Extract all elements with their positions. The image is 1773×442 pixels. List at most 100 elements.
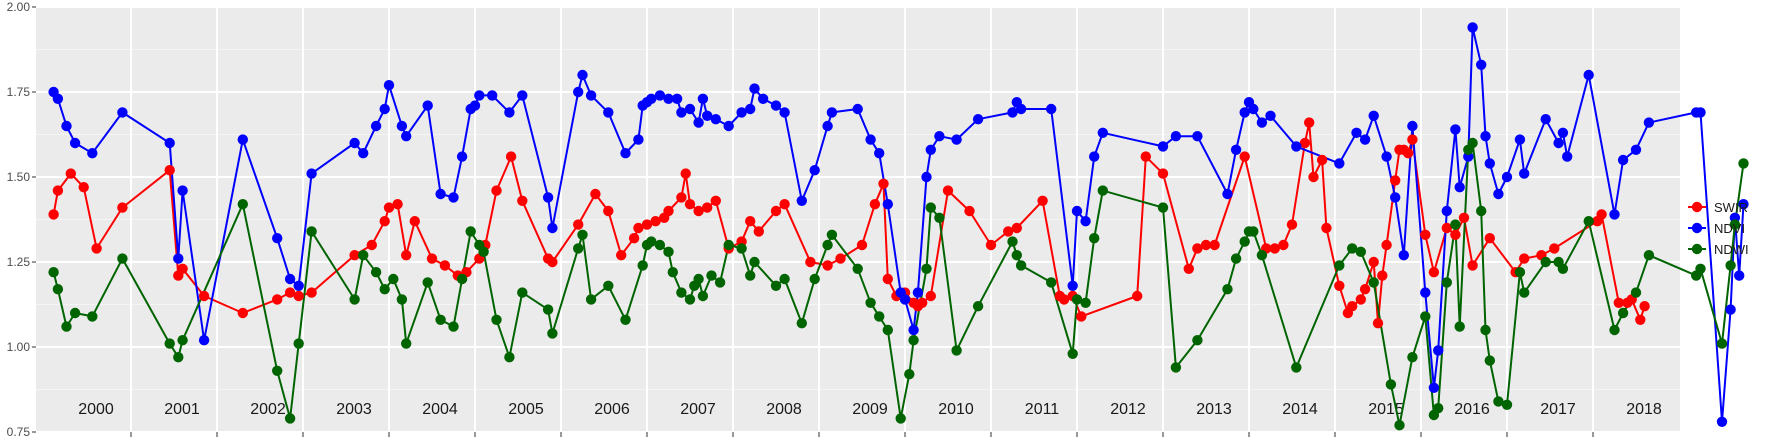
data-point-ndwi xyxy=(693,273,704,285)
data-point-ndvi xyxy=(874,148,885,159)
data-point-swir xyxy=(985,239,997,251)
data-point-ndwi xyxy=(620,314,631,325)
data-point-swir xyxy=(680,168,691,179)
data-point-ndvi xyxy=(272,233,283,244)
year-label: 2002 xyxy=(250,401,286,418)
year-label: 2016 xyxy=(1454,401,1490,418)
data-point-swir xyxy=(942,185,954,196)
data-point-swir xyxy=(1140,151,1152,162)
data-point-swir xyxy=(1596,209,1607,220)
data-point-ndwi xyxy=(895,413,906,424)
data-point-ndwi xyxy=(542,304,554,315)
data-point-ndvi xyxy=(1476,59,1487,70)
data-point-ndwi xyxy=(478,246,489,257)
data-point-swir xyxy=(856,239,868,251)
data-point-swir xyxy=(964,205,975,217)
data-point-ndwi xyxy=(603,280,614,291)
data-point-swir xyxy=(1321,222,1332,234)
data-point-ndvi xyxy=(757,93,769,105)
data-point-swir xyxy=(573,219,584,230)
data-point-ndwi xyxy=(1476,205,1487,217)
data-point-ndvi xyxy=(1617,154,1629,166)
data-point-ndvi xyxy=(1222,188,1233,200)
data-point-ndvi xyxy=(435,188,446,200)
data-point-ndvi xyxy=(908,324,919,336)
data-point-swir xyxy=(439,260,451,271)
data-point-ndwi xyxy=(1368,277,1379,288)
data-point-swir xyxy=(1420,229,1431,240)
data-point-ndvi xyxy=(710,114,721,125)
data-point-swir xyxy=(1239,151,1250,162)
data-point-ndvi xyxy=(69,137,81,149)
data-point-ndvi xyxy=(237,134,248,145)
data-point-ndwi xyxy=(284,413,296,424)
data-point-swir xyxy=(1407,134,1418,145)
data-point-ndwi xyxy=(667,267,678,278)
data-point-swir xyxy=(1519,253,1530,264)
data-point-ndvi xyxy=(1265,110,1276,122)
data-point-ndwi xyxy=(1450,219,1461,230)
data-point-swir xyxy=(693,205,704,217)
data-point-ndwi xyxy=(1089,233,1100,244)
data-point-ndwi xyxy=(934,212,945,223)
data-point-swir xyxy=(1639,301,1650,312)
data-point-ndvi xyxy=(1480,131,1491,142)
data-point-ndwi xyxy=(852,263,863,274)
data-point-ndvi xyxy=(547,222,558,234)
data-point-ndvi xyxy=(899,294,911,305)
data-point-ndvi xyxy=(370,120,382,132)
data-point-ndvi xyxy=(603,107,614,118)
data-point-ndwi xyxy=(736,243,747,254)
data-point-swir xyxy=(745,216,756,227)
year-label: 2008 xyxy=(766,401,802,418)
year-label: 2012 xyxy=(1110,401,1146,418)
data-point-ndvi xyxy=(1433,345,1444,356)
data-point-ndvi xyxy=(504,107,515,118)
data-point-swir xyxy=(1368,256,1379,268)
data-point-ndvi xyxy=(1428,382,1440,393)
data-point-ndwi xyxy=(1695,263,1706,274)
data-point-ndwi xyxy=(573,243,584,254)
data-point-ndvi xyxy=(61,120,72,132)
data-point-ndvi xyxy=(852,103,863,115)
data-point-swir xyxy=(198,290,210,302)
data-point-swir xyxy=(710,195,721,206)
data-point-ndvi xyxy=(663,93,674,105)
data-point-ndwi xyxy=(676,287,687,298)
data-point-ndvi xyxy=(654,90,666,101)
data-point-ndwi xyxy=(822,239,833,251)
data-point-swir xyxy=(1359,284,1371,295)
data-point-ndvi xyxy=(1407,120,1418,132)
year-label: 2017 xyxy=(1540,401,1576,418)
data-point-ndvi xyxy=(951,134,962,145)
data-point-ndvi xyxy=(1725,304,1736,315)
data-point-ndwi xyxy=(396,294,408,305)
data-point-ndwi xyxy=(1493,396,1504,407)
year-label: 2001 xyxy=(164,401,200,418)
data-point-swir xyxy=(1316,154,1328,166)
data-point-ndvi xyxy=(117,107,128,118)
data-point-ndwi xyxy=(306,226,317,237)
data-point-ndvi xyxy=(383,80,395,91)
data-point-ndvi xyxy=(809,165,820,176)
data-point-ndvi xyxy=(1583,69,1594,81)
data-point-ndwi xyxy=(177,335,188,346)
year-label: 2015 xyxy=(1368,401,1404,418)
data-point-ndvi xyxy=(573,86,584,98)
data-point-ndwi xyxy=(1157,202,1169,213)
data-point-ndvi xyxy=(349,137,360,149)
data-point-ndwi xyxy=(401,338,412,349)
data-point-ndvi xyxy=(358,148,369,159)
data-point-swir xyxy=(426,253,438,264)
data-point-ndwi xyxy=(87,311,98,322)
data-point-ndwi xyxy=(1011,250,1022,261)
legend-label: NDVI xyxy=(1714,221,1745,236)
data-point-ndvi xyxy=(1248,103,1259,115)
data-point-ndvi xyxy=(1080,216,1091,227)
year-label: 2005 xyxy=(508,401,544,418)
data-point-ndwi xyxy=(1097,185,1109,196)
y-tick-label: 1.00 xyxy=(7,340,31,354)
data-point-ndwi xyxy=(1007,236,1018,247)
data-point-ndwi xyxy=(1394,420,1405,431)
